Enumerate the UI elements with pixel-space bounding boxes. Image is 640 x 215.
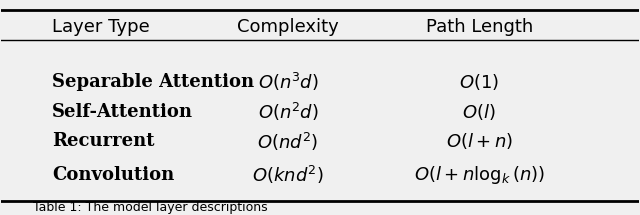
Text: Path Length: Path Length — [426, 18, 533, 36]
Text: Convolution: Convolution — [52, 166, 175, 184]
Text: $O(1)$: $O(1)$ — [460, 72, 499, 92]
Text: Recurrent: Recurrent — [52, 132, 155, 150]
Text: Separable Attention: Separable Attention — [52, 73, 255, 91]
Text: Self-Attention: Self-Attention — [52, 103, 193, 121]
Text: $O(l+n\log_k(n))$: $O(l+n\log_k(n))$ — [414, 164, 545, 186]
Text: $O(knd^2)$: $O(knd^2)$ — [252, 164, 324, 186]
Text: $O(nd^2)$: $O(nd^2)$ — [257, 131, 319, 152]
Text: Table 1: The model layer descriptions: Table 1: The model layer descriptions — [33, 201, 268, 214]
Text: $O(n^3d)$: $O(n^3d)$ — [258, 71, 319, 93]
Text: Layer Type: Layer Type — [52, 18, 150, 36]
Text: $O(n^2d)$: $O(n^2d)$ — [258, 101, 319, 123]
Text: $O(l)$: $O(l)$ — [463, 102, 496, 122]
Text: $O(l+n)$: $O(l+n)$ — [445, 131, 513, 151]
Text: Complexity: Complexity — [237, 18, 339, 36]
